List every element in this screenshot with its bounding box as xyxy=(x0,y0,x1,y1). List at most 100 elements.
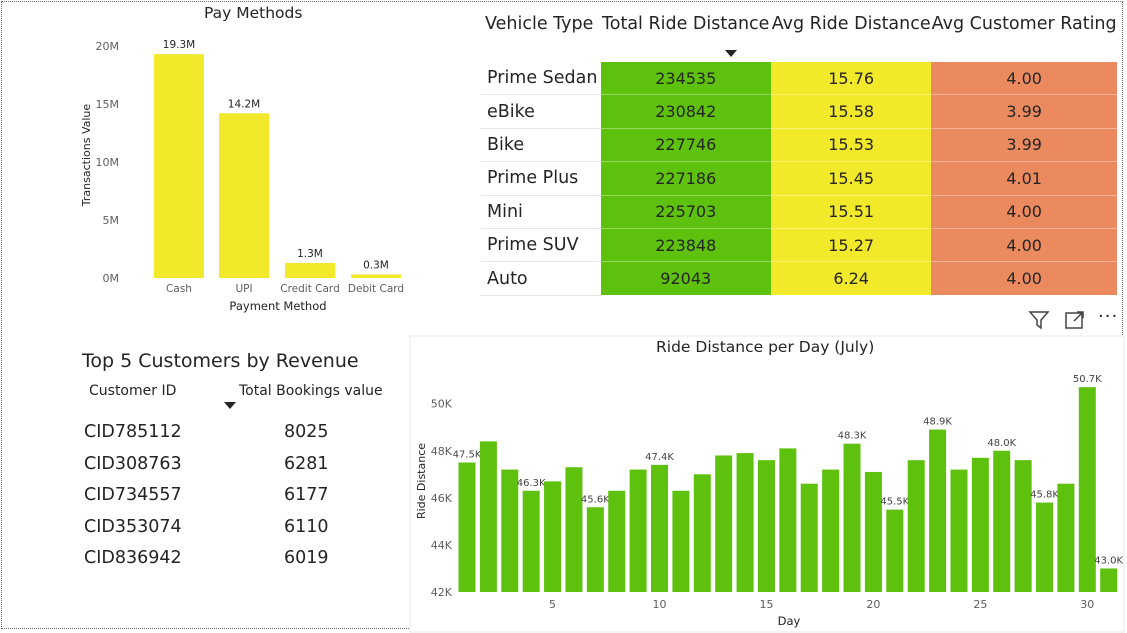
bar[interactable] xyxy=(458,462,476,592)
y-tick-label: 0M xyxy=(103,272,120,285)
data-label: 46.3K xyxy=(517,478,546,489)
table-row[interactable]: Prime Plus 227186 15.45 4.01 xyxy=(481,161,1117,196)
bar[interactable] xyxy=(1100,568,1118,592)
pay-methods-title: Pay Methods xyxy=(204,4,303,22)
x-tick-label: 10 xyxy=(653,598,667,611)
bar[interactable] xyxy=(843,443,861,592)
more-options-icon[interactable]: ··· xyxy=(1098,306,1119,327)
bar[interactable] xyxy=(864,471,882,592)
bar[interactable] xyxy=(993,450,1011,592)
x-tick-label: 5 xyxy=(549,598,556,611)
col-header-avg-customer-rating[interactable]: Avg Customer Rating xyxy=(931,14,1117,34)
col-header-avg-ride-distance[interactable]: Avg Ride Distance xyxy=(771,14,931,34)
bar[interactable] xyxy=(1078,387,1096,592)
bar[interactable] xyxy=(565,467,583,592)
total-ride-distance-cell: 227746 xyxy=(600,128,771,163)
col-header-total-ride-distance[interactable]: Total Ride Distance xyxy=(602,14,770,34)
avg-customer-rating-cell: 3.99 xyxy=(931,128,1117,163)
data-label: 45.6K xyxy=(581,494,610,505)
vehicle-type-cell: eBike xyxy=(481,94,601,129)
table-row[interactable]: Prime SUV 223848 15.27 4.00 xyxy=(481,228,1117,263)
avg-customer-rating-cell: 4.00 xyxy=(931,228,1117,263)
bar[interactable] xyxy=(907,460,925,592)
bar[interactable] xyxy=(672,490,690,592)
bar[interactable] xyxy=(800,483,818,592)
vehicle-type-table[interactable]: Vehicle Type Total Ride Distance Avg Rid… xyxy=(481,6,1117,296)
avg-customer-rating-cell: 3.99 xyxy=(931,94,1117,129)
bar[interactable] xyxy=(757,460,775,592)
bar[interactable] xyxy=(544,481,562,592)
list-item[interactable]: CID353074 6110 xyxy=(84,517,384,547)
bar[interactable] xyxy=(1014,460,1032,592)
filter-icon[interactable] xyxy=(1028,310,1050,334)
avg-ride-distance-cell: 15.51 xyxy=(771,195,932,229)
customer-id: CID353074 xyxy=(84,516,182,537)
avg-ride-distance-cell: 6.24 xyxy=(771,261,932,296)
total-ride-distance-cell: 225703 xyxy=(600,195,771,229)
col-header-vehicle-type[interactable]: Vehicle Type xyxy=(485,14,594,34)
avg-customer-rating-cell: 4.00 xyxy=(931,62,1117,96)
bar[interactable] xyxy=(586,507,604,592)
bookings-value: 6281 xyxy=(284,453,329,474)
customer-id: CID785112 xyxy=(84,422,182,442)
table-row[interactable]: Auto 92043 6.24 4.00 xyxy=(481,261,1117,296)
table-row[interactable]: Bike 227746 15.53 3.99 xyxy=(481,128,1117,163)
bar[interactable] xyxy=(608,490,626,592)
col-header-total-bookings-value[interactable]: Total Bookings value xyxy=(239,383,383,399)
bar[interactable] xyxy=(479,441,497,592)
bar[interactable] xyxy=(693,474,711,592)
table-row[interactable]: Prime Sedan 234535 15.76 4.00 xyxy=(481,62,1117,96)
avg-ride-distance-cell: 15.27 xyxy=(771,228,932,263)
vehicle-type-cell: Mini xyxy=(481,195,601,229)
pay-methods-chart[interactable]: Transactions Value Payment Method 0M 5M 10M 1… xyxy=(0,0,440,313)
table-row[interactable]: Mini 225703 15.51 4.00 xyxy=(481,195,1117,229)
x-tick-label: UPI xyxy=(235,283,252,295)
list-item[interactable]: CID308763 6281 xyxy=(84,454,384,484)
data-label: 19.3M xyxy=(163,39,195,51)
bar[interactable] xyxy=(779,448,797,592)
ride-distance-title: Ride Distance per Day (July) xyxy=(656,338,875,356)
bar[interactable] xyxy=(736,453,754,592)
bookings-value: 6019 xyxy=(284,548,329,568)
bar[interactable] xyxy=(351,274,401,278)
customer-id: CID836942 xyxy=(84,548,182,568)
bar[interactable] xyxy=(154,54,204,279)
total-ride-distance-cell: 234535 xyxy=(600,62,771,96)
bar[interactable] xyxy=(285,262,335,278)
x-tick-label: Cash xyxy=(166,283,192,295)
bar[interactable] xyxy=(822,469,840,592)
list-item[interactable]: CID785112 8025 xyxy=(84,422,384,452)
bar[interactable] xyxy=(522,490,540,592)
bar[interactable] xyxy=(1057,483,1075,592)
avg-customer-rating-cell: 4.00 xyxy=(931,195,1117,229)
x-tick-label: 20 xyxy=(866,598,880,611)
data-label: 43.0K xyxy=(1094,555,1123,566)
col-header-customer-id[interactable]: Customer ID xyxy=(89,383,177,399)
avg-ride-distance-cell: 15.45 xyxy=(771,161,932,196)
bookings-value: 6110 xyxy=(284,516,329,537)
bar[interactable] xyxy=(971,457,989,592)
total-ride-distance-cell: 227186 xyxy=(600,161,771,196)
ride-distance-chart[interactable]: Ride Distance Day 42K 44K 46K 48K 50K 5 10 15 20 25… xyxy=(409,335,1125,633)
sort-descending-icon[interactable] xyxy=(724,50,737,57)
x-tick-label: 25 xyxy=(973,598,987,611)
bar[interactable] xyxy=(501,469,519,592)
x-tick-label: Debit Card xyxy=(348,283,404,295)
focus-mode-icon[interactable] xyxy=(1064,310,1086,334)
list-item[interactable]: CID836942 6019 xyxy=(84,548,384,578)
bar[interactable] xyxy=(886,509,904,592)
bookings-value: 6177 xyxy=(284,485,329,505)
bar[interactable] xyxy=(1036,502,1054,592)
vehicle-type-cell: Prime Sedan xyxy=(481,62,601,96)
bar[interactable] xyxy=(651,464,669,592)
total-ride-distance-cell: 223848 xyxy=(600,228,771,263)
list-item[interactable]: CID734557 6177 xyxy=(84,485,384,515)
sort-descending-icon[interactable] xyxy=(224,402,236,409)
bar[interactable] xyxy=(629,469,647,592)
vehicle-type-cell: Bike xyxy=(481,128,601,163)
bar[interactable] xyxy=(950,469,968,592)
table-row[interactable]: eBike 230842 15.58 3.99 xyxy=(481,94,1117,129)
bar[interactable] xyxy=(219,113,269,278)
bar[interactable] xyxy=(715,455,733,592)
bar[interactable] xyxy=(929,429,947,592)
